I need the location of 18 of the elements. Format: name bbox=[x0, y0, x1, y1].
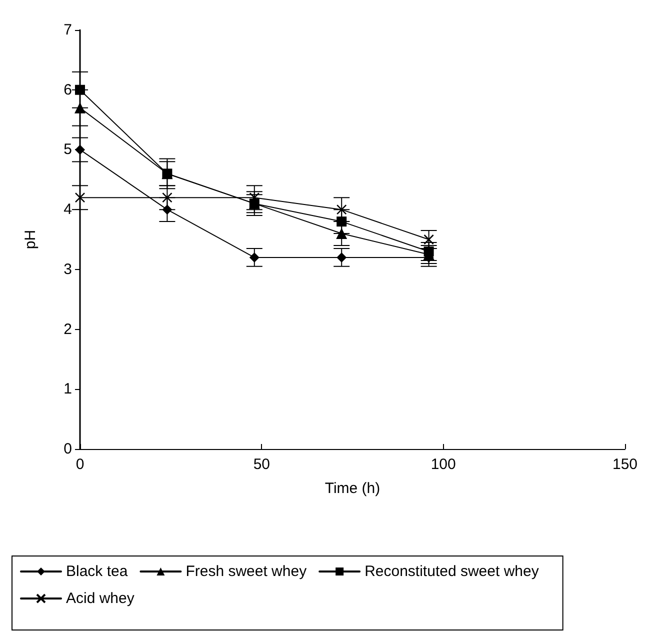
y-axis-title: pH bbox=[22, 230, 39, 250]
y-tick-label: 6 bbox=[64, 81, 72, 98]
legend-label: Black tea bbox=[66, 563, 128, 580]
y-tick-label: 3 bbox=[64, 260, 72, 278]
x-tick-label: 150 bbox=[612, 456, 638, 473]
y-tick-label: 4 bbox=[64, 201, 72, 218]
x-axis-title: Time (h) bbox=[324, 480, 380, 497]
y-tick-label: 7 bbox=[64, 22, 72, 38]
legend-label: Acid whey bbox=[66, 590, 135, 607]
x-tick-label: 50 bbox=[253, 456, 270, 473]
y-tick-label: 0 bbox=[64, 440, 72, 458]
y-tick-label: 2 bbox=[64, 320, 72, 338]
y-tick-label: 1 bbox=[64, 380, 72, 398]
x-tick-label: 0 bbox=[76, 456, 84, 473]
y-tick-label: 5 bbox=[64, 141, 72, 158]
x-tick-label: 100 bbox=[430, 456, 456, 473]
legend-label: Reconstituted sweet whey bbox=[364, 563, 540, 580]
legend-label: Fresh sweet whey bbox=[186, 563, 308, 580]
